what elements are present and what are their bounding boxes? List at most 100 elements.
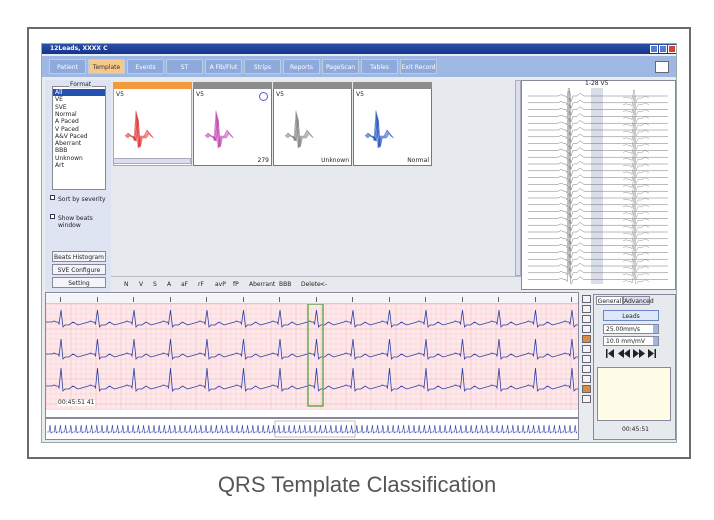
tool-icon[interactable] [582,365,591,373]
strip-beat [528,158,668,177]
label-button[interactable]: Aberrant [249,281,276,288]
strip-beat [528,260,668,279]
strip-beat [528,220,668,238]
tab[interactable]: PageScan [322,59,359,74]
playback-button[interactable] [618,349,630,358]
tool-icon[interactable] [582,325,591,333]
tool-icon[interactable] [582,295,591,303]
list-item[interactable]: Aberrant [55,140,82,148]
beat-tick [571,297,572,302]
tool-icon[interactable] [582,395,591,403]
strip-beat [622,96,650,110]
ecg-trace [46,338,578,360]
beat-tick [425,297,426,302]
strip-scroll [515,80,521,276]
tab[interactable]: Template [88,59,125,74]
dropdown[interactable]: 25.00mm/s [603,324,659,334]
list-item[interactable]: V Paced [55,125,79,133]
tool-icon[interactable] [582,385,591,393]
tool-icon[interactable] [582,375,591,383]
label-button[interactable]: Delete [301,281,321,288]
beat-tick [242,297,244,302]
tab[interactable]: Reports [283,59,320,74]
control-tab[interactable]: General [596,296,623,305]
tab[interactable]: Events [127,59,164,74]
tab[interactable]: Exit Record [400,59,437,74]
button[interactable]: Setting [52,277,106,288]
strip-beat [622,116,650,130]
strip-beat [528,254,668,272]
button[interactable]: Beats Histogram [52,251,106,262]
window-button[interactable] [659,45,667,53]
dropdown[interactable]: 10.0 mm/mV [603,336,659,346]
template-card[interactable] [273,82,352,166]
list-item[interactable]: All [55,89,63,96]
list-item[interactable]: Art [55,162,64,169]
tool-icon[interactable] [582,305,591,313]
list-item[interactable]: A Paced [55,118,79,126]
strip-beat [622,245,650,260]
strip-beat [622,184,650,198]
label-button[interactable]: rF [198,281,204,288]
tool-icon[interactable] [582,335,591,343]
tab[interactable]: A Fib/Flut [205,59,242,74]
list-item[interactable]: Normal [55,110,77,118]
preview-box [597,367,671,421]
label-button[interactable]: S [153,281,157,288]
template-lead: V5 [356,91,364,98]
playback-button[interactable] [648,349,656,358]
label-button[interactable]: aF [181,281,189,288]
strip-beat [528,240,668,259]
label-button[interactable]: <- [320,281,328,288]
playback-button[interactable] [606,349,614,358]
list-item[interactable]: Unknown [55,154,83,162]
strip-beat [528,145,668,163]
strip-beat [622,109,650,124]
checkbox[interactable] [50,195,55,200]
tab[interactable]: Tables [361,59,398,74]
window-button[interactable] [650,45,658,53]
list-item[interactable]: VE [55,96,63,104]
strip-beat [528,152,668,170]
strip-beat [528,88,668,102]
button[interactable]: SVE Configure [52,264,106,275]
window-button[interactable] [668,45,676,53]
tool-icon[interactable] [582,315,591,323]
template-card[interactable] [113,82,192,166]
label-button[interactable]: fP [233,281,239,288]
template-marker [259,92,268,101]
tab[interactable]: Strips [244,59,281,74]
template-header [193,82,272,89]
strip-beat [622,164,650,178]
list-highlight [53,89,105,96]
template-header [353,82,432,89]
waveform [207,119,234,147]
checkbox[interactable] [50,214,55,219]
print-icon[interactable] [655,61,669,73]
control-tab[interactable]: Advanced [623,296,654,305]
ecg-time: 00:45:51 41 [58,399,95,406]
template-card[interactable] [193,82,272,166]
label-button[interactable]: avP [215,281,226,288]
strip-beat [622,177,650,192]
window-title: 12Leads, XXXX C [50,45,108,52]
label-button[interactable]: V [139,281,144,288]
tab[interactable]: Patient [49,59,86,74]
tool-icon[interactable] [582,345,591,353]
template-lead: V5 [196,91,204,98]
list-item[interactable]: SVE [55,103,67,111]
list-item[interactable]: A&V Paced [55,132,88,140]
strip-beat [528,186,668,204]
label-button[interactable]: BBB [279,281,292,288]
label-button[interactable]: A [167,281,172,288]
tab[interactable]: ST [166,59,203,74]
leads-button[interactable]: Leads [603,310,659,321]
list-item[interactable]: BBB [55,147,68,155]
template-card[interactable] [353,82,432,166]
strip-beat [528,138,668,157]
strip-beat [622,171,650,185]
strip-waves [528,88,668,284]
label-button[interactable]: N [124,281,129,288]
playback-button[interactable] [633,349,645,358]
tool-icon[interactable] [582,355,591,363]
